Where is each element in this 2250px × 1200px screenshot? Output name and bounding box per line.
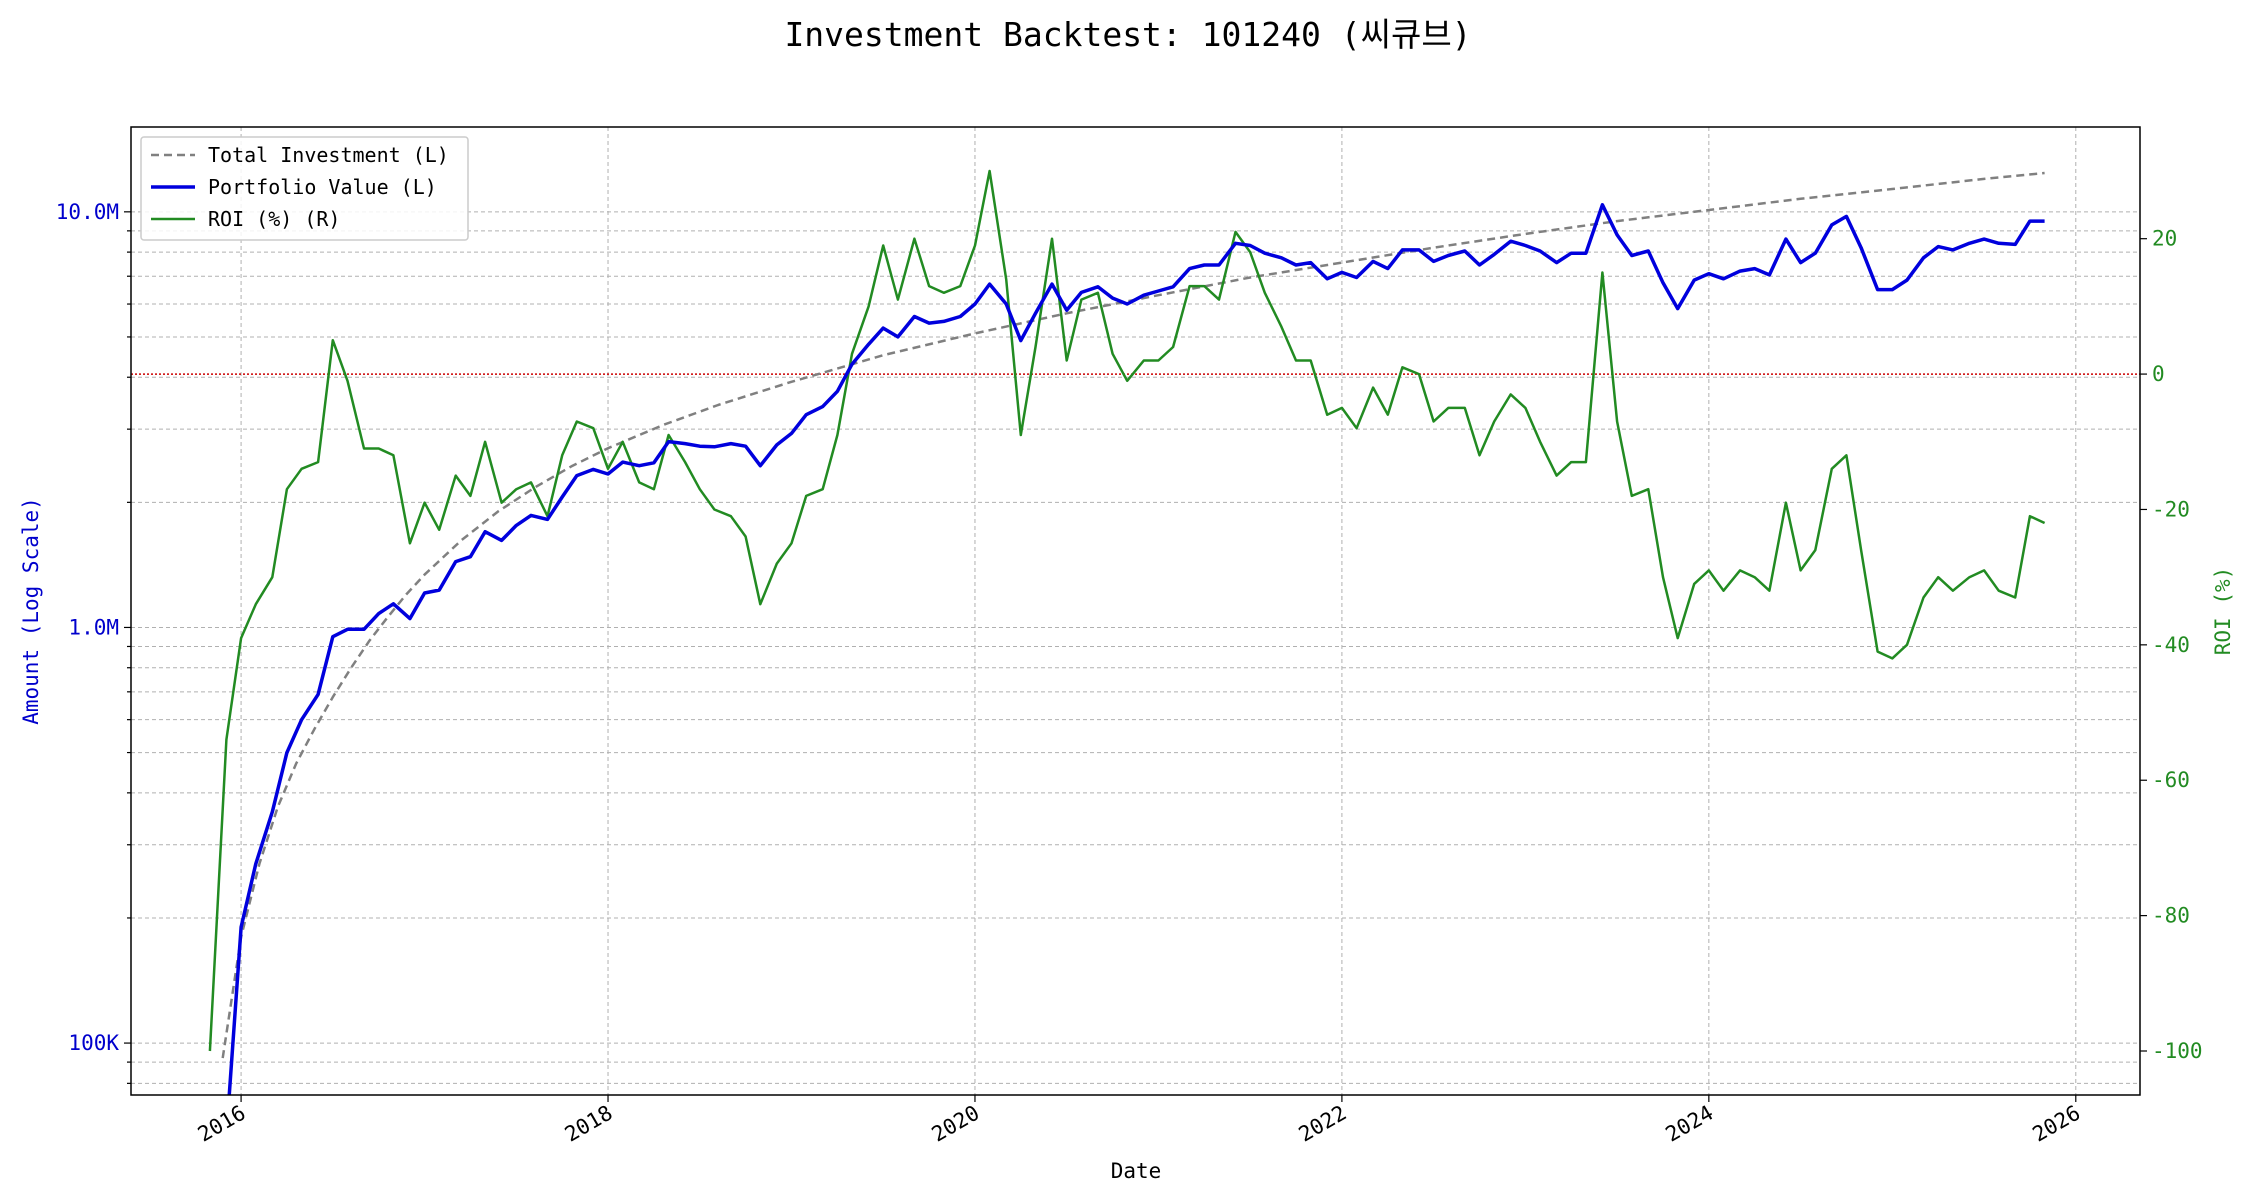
axes: 2016 2018 2020 2022 2024 2026 100K 1.0M 10.0M 20 0… bbox=[56, 200, 2203, 1147]
y-right-tick-label: 20 bbox=[2152, 227, 2177, 251]
series-portfolio-value bbox=[227, 203, 2045, 1095]
y-right-tick-label: -100 bbox=[2152, 1039, 2203, 1063]
x-tick-label: 2024 bbox=[1662, 1101, 1718, 1147]
x-tick-label: 2016 bbox=[194, 1101, 250, 1147]
grid-lines bbox=[131, 127, 2140, 1095]
y-right-tick-label: -40 bbox=[2152, 633, 2190, 657]
y-right-tick-label: -60 bbox=[2152, 768, 2190, 792]
x-axis-label: Date bbox=[1111, 1159, 1162, 1183]
series-total-investment bbox=[221, 171, 2045, 1059]
y-left-axis-label: Amount (Log Scale) bbox=[19, 497, 43, 725]
y-right-tick-label: -20 bbox=[2152, 497, 2190, 521]
x-tick-label: 2022 bbox=[1295, 1101, 1351, 1147]
x-tick-label: 2020 bbox=[928, 1101, 984, 1147]
legend: Total Investment (L) Portfolio Value (L)… bbox=[140, 136, 469, 241]
chart-title: Investment Backtest: 101240 (씨큐브) bbox=[784, 15, 1471, 54]
plot-frame bbox=[130, 126, 2141, 1096]
legend-label-total-investment: Total Investment (L) bbox=[208, 143, 449, 167]
legend-box bbox=[140, 136, 469, 241]
x-tick-label: 2018 bbox=[561, 1101, 617, 1147]
y-right-tick-label: 0 bbox=[2152, 362, 2165, 386]
y-left-tick-label: 100K bbox=[68, 1031, 119, 1055]
legend-label-portfolio-value: Portfolio Value (L) bbox=[208, 175, 437, 199]
series-layer bbox=[208, 169, 2046, 1095]
y-right-axis-label: ROI (%) bbox=[2211, 567, 2235, 656]
y-right-tick-label: -80 bbox=[2152, 904, 2190, 928]
y-left-tick-label: 1.0M bbox=[68, 615, 119, 639]
x-tick-label: 2026 bbox=[2028, 1101, 2084, 1147]
y-left-tick-label: 10.0M bbox=[56, 200, 119, 224]
series-roi bbox=[208, 169, 2046, 1052]
legend-label-roi: ROI (%) (R) bbox=[208, 207, 340, 231]
